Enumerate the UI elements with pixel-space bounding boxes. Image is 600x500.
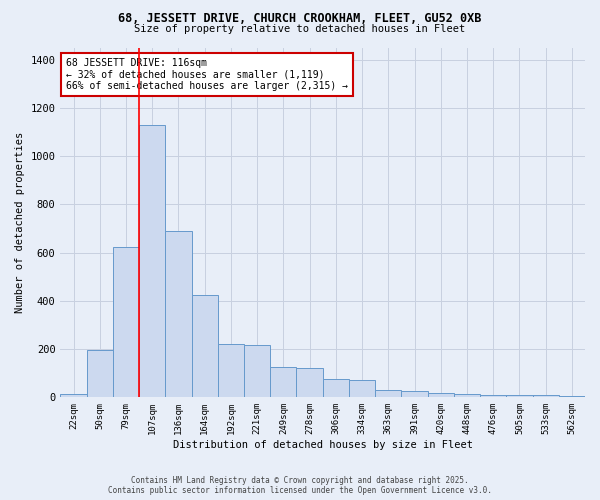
X-axis label: Distribution of detached houses by size in Fleet: Distribution of detached houses by size … [173, 440, 473, 450]
Y-axis label: Number of detached properties: Number of detached properties [15, 132, 25, 313]
Text: 68, JESSETT DRIVE, CHURCH CROOKHAM, FLEET, GU52 0XB: 68, JESSETT DRIVE, CHURCH CROOKHAM, FLEE… [118, 12, 482, 26]
Bar [270, 367, 296, 398]
Bar [428, 392, 454, 398]
Bar [375, 390, 401, 398]
Bar [296, 368, 323, 398]
Bar [218, 344, 244, 398]
Bar [113, 246, 139, 398]
Bar [559, 396, 585, 398]
Text: Contains HM Land Registry data © Crown copyright and database right 2025.
Contai: Contains HM Land Registry data © Crown c… [108, 476, 492, 495]
Bar [244, 346, 270, 398]
Bar [86, 350, 113, 398]
Bar [323, 379, 349, 398]
Text: 68 JESSETT DRIVE: 116sqm
← 32% of detached houses are smaller (1,119)
66% of sem: 68 JESSETT DRIVE: 116sqm ← 32% of detach… [65, 58, 347, 91]
Bar [533, 395, 559, 398]
Bar [480, 395, 506, 398]
Bar [139, 124, 166, 398]
Bar [506, 395, 533, 398]
Bar [191, 295, 218, 398]
Bar [454, 394, 480, 398]
Bar [349, 380, 375, 398]
Bar [61, 394, 86, 398]
Bar [401, 392, 428, 398]
Bar [166, 231, 191, 398]
Text: Size of property relative to detached houses in Fleet: Size of property relative to detached ho… [134, 24, 466, 34]
